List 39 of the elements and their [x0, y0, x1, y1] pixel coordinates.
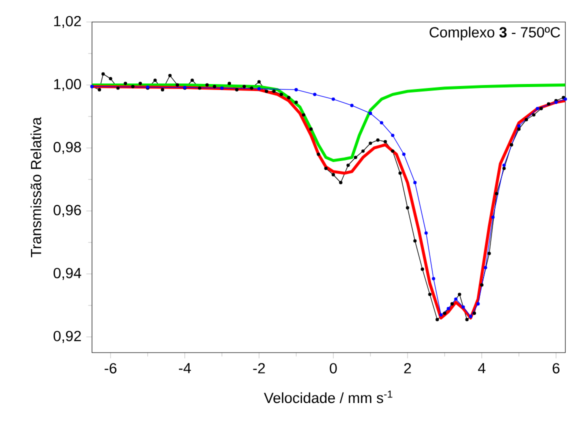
- point: [424, 231, 428, 235]
- point: [476, 302, 480, 306]
- point: [439, 313, 443, 317]
- x-tick-label: -6: [104, 363, 116, 374]
- point: [484, 266, 488, 270]
- point: [391, 134, 394, 138]
- point: [517, 124, 521, 128]
- point: [502, 164, 506, 168]
- x-tick-label: 2: [404, 363, 411, 374]
- point: [368, 112, 372, 116]
- x-tick-label: 0: [330, 363, 337, 374]
- point: [332, 98, 335, 101]
- y-tick-label: 0,94: [54, 268, 82, 280]
- point: [413, 181, 417, 184]
- point: [468, 314, 472, 318]
- point: [432, 277, 436, 280]
- point: [536, 107, 540, 110]
- point: [257, 87, 261, 91]
- y-tick-label: 0,92: [54, 331, 81, 344]
- y-tick-label: 1,02: [54, 16, 81, 28]
- point: [402, 152, 406, 156]
- point: [313, 92, 316, 96]
- chart-title: Complexo 3 - 750ºC: [430, 26, 560, 41]
- x-tick-label: -2: [253, 363, 265, 374]
- point: [454, 298, 458, 301]
- point: [491, 216, 495, 220]
- x-tick-label: -4: [178, 363, 191, 374]
- point: [446, 307, 450, 310]
- x-tick-label: 4: [478, 363, 486, 374]
- point: [350, 104, 354, 108]
- point: [380, 121, 384, 125]
- point: [462, 306, 465, 309]
- x-tick-label: 6: [552, 363, 560, 374]
- point: [294, 88, 298, 92]
- y-tick-label: 1,00: [54, 79, 82, 92]
- x-axis-title: Velocidade / mm s$^{-1}$: [264, 390, 392, 404]
- y-tick-label: 0,98: [54, 142, 81, 154]
- y-tick-label: 0,96: [54, 205, 81, 218]
- y-axis-title: Transmissão Relativa: [30, 117, 42, 258]
